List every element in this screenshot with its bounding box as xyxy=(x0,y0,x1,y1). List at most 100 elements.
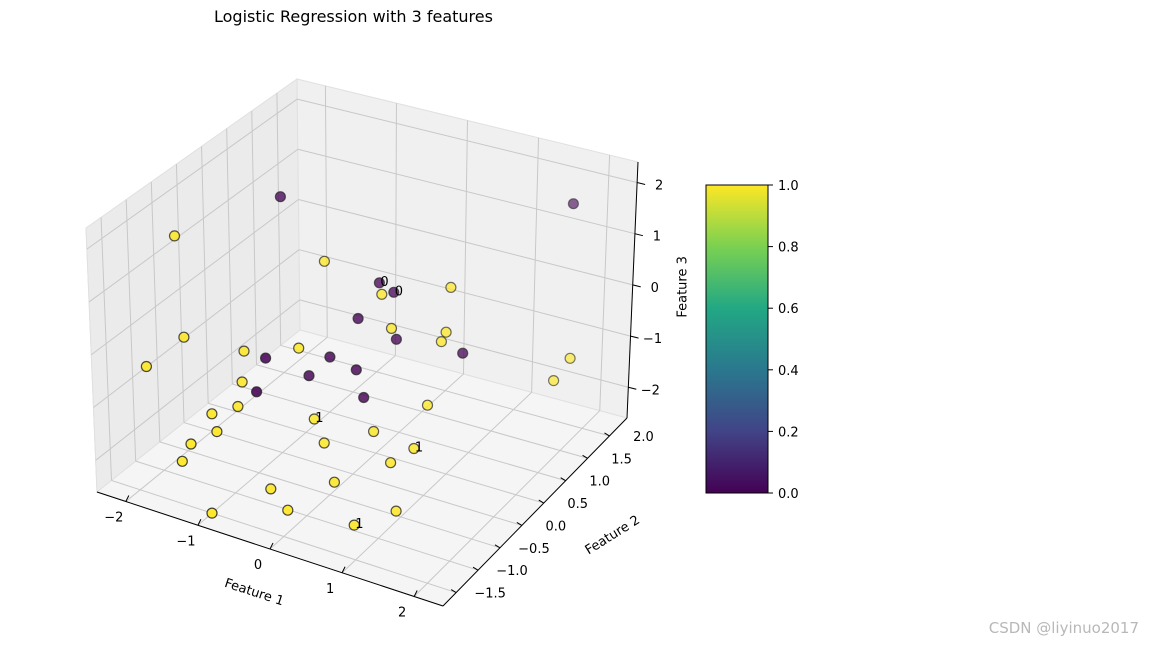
data-point xyxy=(328,476,340,488)
x-axis-label: Feature 1 xyxy=(223,576,286,609)
grid-x-floor xyxy=(125,336,328,502)
data-point xyxy=(564,352,576,364)
grid-y-wall xyxy=(125,199,137,462)
data-point xyxy=(236,376,248,388)
data-point xyxy=(318,255,330,267)
y-tick xyxy=(450,589,457,594)
grid-z-back xyxy=(297,98,638,183)
data-point xyxy=(232,400,244,413)
data-point xyxy=(368,425,380,438)
x-tick-label: 1 xyxy=(326,582,334,597)
grid-z-wall xyxy=(86,98,298,250)
point-annotations: 00 1 1 1 xyxy=(315,275,423,532)
gridlines xyxy=(86,85,638,597)
point-annotation: 1 xyxy=(355,517,363,532)
y-tick-label: 1.0 xyxy=(589,475,610,490)
point-annotation: 1 xyxy=(415,441,423,456)
y-tick xyxy=(582,454,588,459)
grid-y-wall xyxy=(150,181,161,442)
data-point xyxy=(274,191,286,203)
y-tick-label: 0.0 xyxy=(546,519,567,534)
data-point xyxy=(176,455,188,467)
data-point xyxy=(178,331,190,343)
y-tick xyxy=(538,499,545,504)
colorbar-tick-label: 0.6 xyxy=(778,302,799,317)
data-point xyxy=(352,312,364,325)
grid-x-back xyxy=(599,155,611,411)
data-point xyxy=(251,386,263,398)
data-point xyxy=(348,519,360,531)
grid-x-back xyxy=(531,137,540,393)
data-point xyxy=(390,333,402,345)
data-point xyxy=(318,437,330,449)
grid-x-back xyxy=(394,103,397,356)
z-tick-label: −2 xyxy=(641,383,660,398)
data-point xyxy=(206,507,218,519)
data-point xyxy=(358,391,370,404)
data-point xyxy=(445,281,457,293)
grid-y-floor xyxy=(232,383,566,482)
watermark: CSDN @liyinuo2017 xyxy=(988,619,1139,637)
grid-y-wall xyxy=(226,128,233,385)
data-point xyxy=(350,364,362,376)
data-point xyxy=(457,347,469,359)
data-points xyxy=(140,191,580,531)
data-point xyxy=(206,408,218,420)
colorbar-tick-label: 0.2 xyxy=(778,425,799,440)
y-tick xyxy=(604,432,610,437)
z-tick-label: 0 xyxy=(651,281,659,296)
z-axis-line xyxy=(626,161,639,419)
z-tick-label: 1 xyxy=(653,230,661,245)
grid-z-back xyxy=(297,148,636,235)
x-tick xyxy=(125,495,130,502)
data-point xyxy=(168,230,181,242)
grid-y-floor xyxy=(111,479,457,594)
point-annotation: 1 xyxy=(315,411,323,426)
y-tick-label: 1.5 xyxy=(611,452,632,467)
data-point xyxy=(265,483,277,495)
grid-y-wall xyxy=(100,217,112,481)
data-point xyxy=(303,370,315,382)
data-point xyxy=(185,438,197,450)
data-point xyxy=(435,336,447,348)
x-tick-label: −1 xyxy=(176,534,195,549)
data-point xyxy=(408,442,420,455)
z-tick xyxy=(628,386,637,390)
x-tick xyxy=(197,519,202,526)
x-tick-label: −2 xyxy=(104,511,123,526)
y-tick-label: 0.5 xyxy=(567,497,588,512)
data-point xyxy=(324,351,336,363)
colorbar-tick-label: 0.8 xyxy=(778,241,799,256)
y-tick xyxy=(560,477,566,482)
data-point xyxy=(140,360,152,373)
grid-x-floor xyxy=(197,355,396,526)
data-point xyxy=(385,457,397,469)
axes-panes xyxy=(85,78,639,607)
colorbar: 0.0 0.2 0.4 0.6 0.8 1.0 xyxy=(705,179,799,502)
colorbar-tick-label: 0.4 xyxy=(778,364,799,379)
data-point xyxy=(282,504,294,516)
grid-z-wall xyxy=(93,249,300,408)
z-tick-label: −1 xyxy=(643,332,662,347)
data-point xyxy=(385,322,398,334)
grid-y-wall xyxy=(201,146,209,404)
data-point xyxy=(211,426,223,438)
grid-z-wall xyxy=(95,299,300,461)
data-point xyxy=(390,505,402,517)
data-point xyxy=(388,286,400,298)
y-tick-label: −0.5 xyxy=(518,542,550,557)
z-tick xyxy=(634,233,644,237)
grid-x-back xyxy=(324,85,328,338)
y-tick xyxy=(472,566,479,571)
x-tick xyxy=(413,590,418,597)
y-tick xyxy=(516,521,523,526)
y-tick-label: 2.0 xyxy=(633,430,654,445)
grid-z-wall xyxy=(90,199,299,356)
grid-y-floor xyxy=(159,441,501,549)
data-point xyxy=(440,326,452,338)
grid-x-floor xyxy=(341,391,532,574)
data-point xyxy=(376,288,388,300)
z-tick xyxy=(632,284,641,288)
data-point xyxy=(421,399,434,411)
